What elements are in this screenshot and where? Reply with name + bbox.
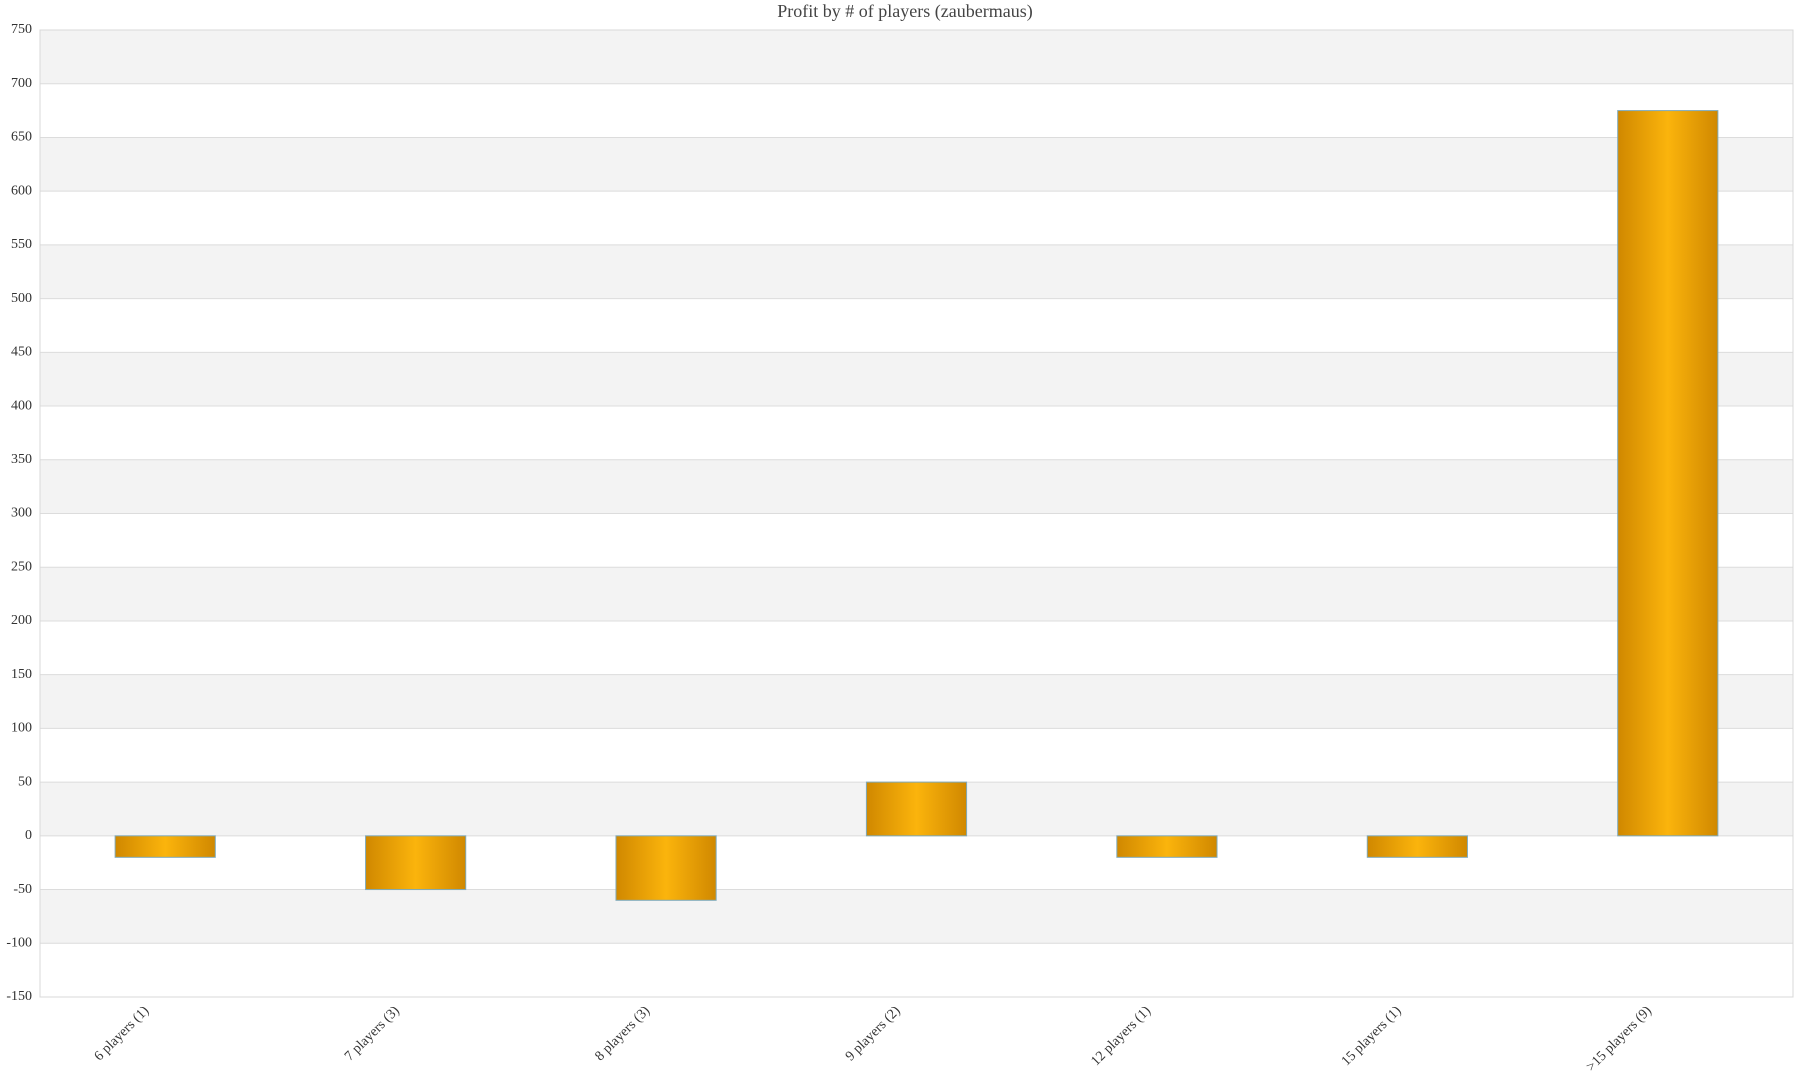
chart-title: Profit by # of players (zaubermaus): [777, 1, 1032, 22]
y-tick-label: -50: [13, 882, 32, 897]
y-tick-label: 500: [11, 291, 32, 306]
grid-band: [40, 30, 1793, 84]
bar: [365, 835, 467, 891]
y-tick-label: 450: [11, 345, 32, 360]
x-tick-label: 8 players (3): [593, 1003, 654, 1064]
y-tick-label: 250: [11, 559, 32, 574]
y-tick-label: 300: [11, 506, 32, 521]
bar: [1617, 110, 1719, 837]
grid-band: [40, 352, 1793, 407]
y-tick-label: 700: [11, 76, 32, 91]
y-tick-label: 200: [11, 613, 32, 628]
grid-band: [40, 459, 1793, 514]
y-tick-label: -100: [6, 935, 32, 950]
x-tick-label: 7 players (3): [342, 1003, 403, 1064]
x-tick-label: 15 players (1): [1339, 1003, 1405, 1069]
y-tick-label: 350: [11, 452, 32, 467]
grid-band: [40, 244, 1793, 299]
y-tick-label: -150: [6, 989, 32, 1004]
grid-band: [40, 889, 1793, 944]
y-tick-label: 100: [11, 721, 32, 736]
y-tick-label: 550: [11, 237, 32, 252]
y-tick-label: 650: [11, 130, 32, 145]
x-tick-label: 12 players (1): [1088, 1003, 1154, 1069]
y-tick-label: 600: [11, 183, 32, 198]
bar: [1366, 835, 1468, 858]
plot-border: [39, 29, 1794, 998]
y-tick-label: 0: [25, 828, 32, 843]
bar: [615, 835, 717, 901]
y-tick-label: 400: [11, 398, 32, 413]
grid-band: [40, 674, 1793, 729]
y-tick-label: 150: [11, 667, 32, 682]
grid-band: [40, 137, 1793, 192]
grid-band: [40, 567, 1793, 621]
bar: [1116, 835, 1218, 858]
bar: [865, 781, 968, 837]
x-tick-label: 9 players (2): [843, 1003, 904, 1064]
x-tick-label: >15 players (9): [1584, 1003, 1655, 1074]
y-tick-label: 50: [18, 774, 32, 789]
y-tick-label: 750: [11, 22, 32, 37]
x-tick-label: 6 players (1): [92, 1003, 153, 1064]
bar: [114, 835, 216, 858]
